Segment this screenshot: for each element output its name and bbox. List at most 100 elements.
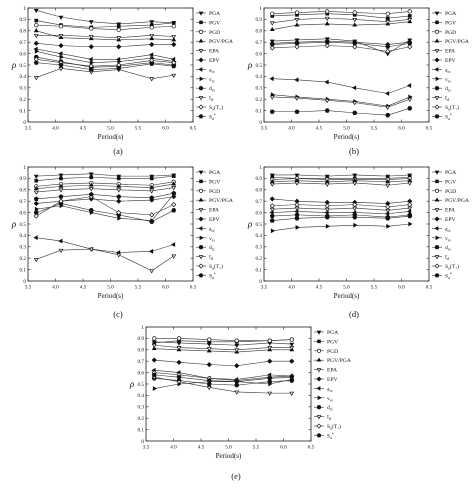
data-point — [352, 22, 358, 27]
legend-label: Id — [209, 255, 213, 262]
chart-panel: 0 0.1 0.2 0.3 0.4 0.5 0.6 0.7 0.8 0.9 1 3.5 4.0 4.5 5.… — [11, 165, 233, 319]
x-tick-label: 4.0 — [288, 126, 295, 132]
data-point — [269, 203, 275, 209]
legend-marker — [434, 29, 440, 34]
chart-panel: 0 0.1 0.2 0.3 0.4 0.5 0.6 0.7 0.8 0.9 1 3.5 4.0 4.5 5.… — [129, 325, 351, 481]
legend-marker — [434, 226, 439, 231]
data-point — [149, 41, 155, 48]
legend-label: PGD — [209, 189, 220, 195]
legend-label: PGV/PGA — [445, 198, 469, 204]
x-tick-label: 3.5 — [143, 445, 150, 451]
legend-label: drs — [445, 86, 451, 93]
y-tick-label: 0.2 — [20, 97, 27, 103]
data-point — [325, 9, 330, 14]
legend-label: PGA — [445, 170, 456, 176]
data-point — [385, 112, 391, 118]
x-tick-label: 4.5 — [80, 285, 87, 291]
data-point — [289, 342, 295, 347]
data-point — [88, 20, 94, 25]
data-point — [269, 213, 275, 219]
y-tick-label: 0.4 — [138, 393, 145, 399]
series-line — [36, 196, 174, 217]
data-point — [352, 212, 358, 217]
data-point — [408, 221, 413, 227]
data-point — [33, 190, 39, 195]
plot-frame — [27, 166, 194, 282]
x-tick-label: 4.5 — [198, 445, 205, 451]
data-point — [352, 10, 357, 15]
y-tick-label: 0.1 — [138, 427, 145, 433]
x-axis-label: Period(s) — [334, 292, 360, 300]
data-point — [116, 198, 122, 204]
data-point — [58, 51, 63, 57]
data-point — [33, 8, 39, 14]
series-line — [272, 204, 410, 208]
data-point — [269, 182, 275, 187]
legend-label: EPA — [327, 368, 337, 374]
data-point — [88, 172, 94, 177]
x-tick-label: 6.0 — [398, 285, 405, 291]
legend-marker — [198, 208, 204, 213]
y-tick-label: 0.8 — [138, 348, 145, 354]
legend-marker — [434, 57, 440, 63]
data-point — [352, 181, 358, 186]
legend-marker — [199, 76, 204, 82]
y-tick-label: 0.3 — [20, 86, 27, 92]
data-point — [385, 16, 390, 21]
x-tick-label: 4.0 — [52, 285, 59, 291]
data-point — [116, 253, 122, 258]
data-point — [151, 357, 157, 363]
series-line — [36, 35, 174, 38]
series-line — [36, 183, 174, 189]
data-point — [324, 79, 329, 85]
data-point — [407, 181, 413, 186]
data-point — [234, 390, 240, 395]
data-point — [34, 22, 39, 28]
legend-marker — [316, 432, 322, 438]
data-point — [353, 222, 358, 228]
series-line — [272, 45, 410, 52]
plot-frame — [27, 7, 194, 123]
legend-label: EPA — [209, 49, 219, 55]
data-point — [88, 56, 93, 62]
data-point — [352, 110, 358, 116]
data-point — [88, 182, 94, 187]
data-point — [151, 345, 157, 351]
legend-label: EPV — [327, 377, 338, 383]
y-tick-label: 0.6 — [256, 51, 263, 57]
data-point — [407, 14, 412, 18]
legend-marker — [317, 339, 321, 344]
series-line — [154, 338, 292, 341]
legend-label: EPA — [445, 208, 455, 214]
legend-marker — [198, 49, 204, 54]
data-point — [171, 63, 177, 69]
y-tick-label: 0.9 — [138, 336, 145, 342]
data-point — [294, 77, 299, 83]
y-tick-label: 0.8 — [20, 29, 27, 35]
plot-frame — [263, 166, 430, 282]
data-point — [406, 83, 412, 88]
legend-label: PGV/PGA — [327, 358, 351, 364]
legend-marker — [198, 263, 204, 269]
data-point — [89, 175, 94, 180]
legend-label: PGD — [445, 30, 456, 36]
data-point — [89, 26, 94, 31]
legend-marker — [434, 113, 440, 119]
data-point — [171, 35, 177, 40]
data-point — [207, 337, 212, 342]
x-tick-label: 6.5 — [190, 126, 197, 132]
data-point — [352, 173, 358, 178]
legend-label: drs — [209, 245, 215, 252]
data-point — [234, 348, 240, 353]
x-tick-label: 4.5 — [80, 126, 87, 132]
legend-marker — [198, 86, 204, 91]
legend-label: Id — [445, 96, 449, 103]
legend-label: EPA — [209, 208, 219, 214]
data-point — [33, 60, 39, 65]
data-point — [294, 216, 300, 221]
series-line — [272, 214, 410, 218]
chart-panel: 0 0.1 0.2 0.3 0.4 0.5 0.6 0.7 0.8 0.9 1 3.5 4.0 4.5 5.… — [247, 165, 469, 319]
legend-marker — [199, 235, 204, 241]
data-point — [88, 187, 94, 192]
series-line — [272, 211, 410, 215]
